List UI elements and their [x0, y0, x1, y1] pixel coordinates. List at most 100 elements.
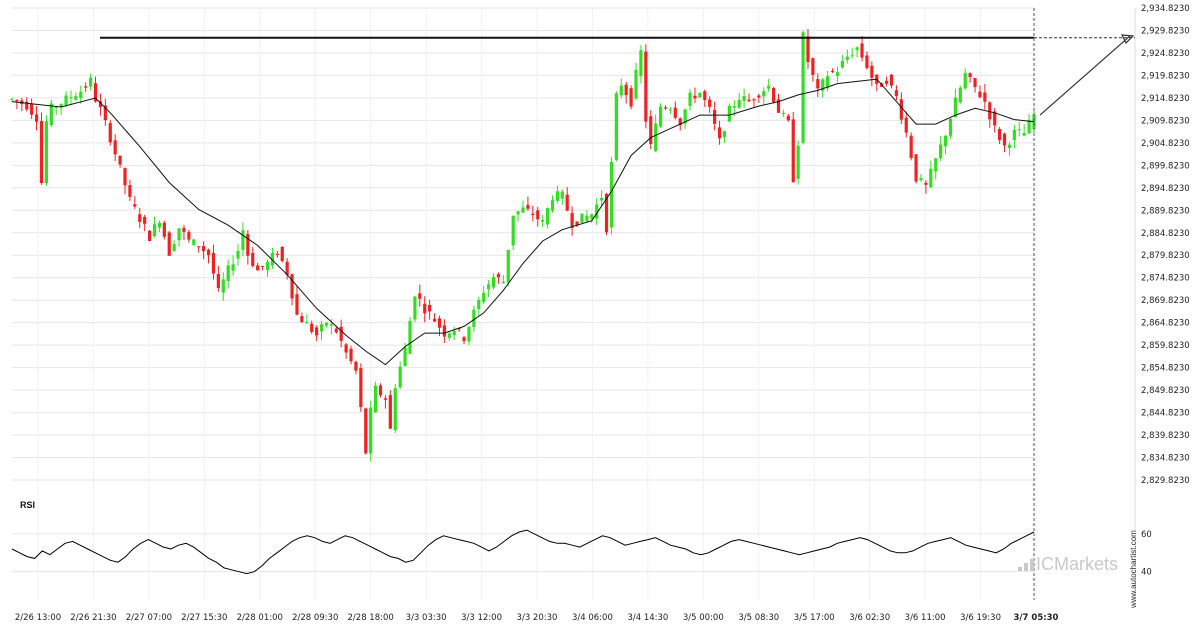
- candle-body: [221, 279, 225, 293]
- candle-body: [649, 116, 653, 145]
- y-axis-tick-label: 2,874.8230: [1141, 274, 1190, 284]
- candle-body: [147, 230, 152, 242]
- rsi-title: RSI: [20, 500, 35, 510]
- x-axis-tick-label: 3/4 06:00: [572, 613, 613, 623]
- candle-body: [595, 204, 599, 219]
- candle-body: [138, 214, 142, 222]
- candle-body: [442, 325, 446, 337]
- candle-body: [639, 50, 643, 77]
- candle-body: [472, 309, 476, 328]
- candle-body: [732, 106, 736, 108]
- candle-body: [565, 194, 569, 211]
- x-axis-tick-label: 3/5 00:00: [683, 613, 724, 623]
- candle-body: [226, 265, 230, 281]
- candle-body: [654, 123, 658, 152]
- candle-body: [978, 91, 982, 98]
- candle-body: [408, 320, 412, 354]
- candle-body: [162, 222, 166, 237]
- candle-body: [467, 326, 471, 342]
- candle-body: [113, 140, 117, 155]
- candle-body: [658, 106, 663, 127]
- candle-body: [629, 88, 633, 107]
- candle-body: [315, 327, 319, 336]
- candle-body: [801, 32, 805, 143]
- candle-body: [300, 316, 304, 323]
- candle-body: [939, 144, 943, 159]
- candle-body: [830, 71, 835, 73]
- candle-body: [216, 273, 220, 289]
- candle-body: [560, 191, 564, 199]
- projection-arrow-line: [1039, 35, 1131, 116]
- candle-body: [270, 253, 275, 266]
- candle-body: [1027, 119, 1031, 134]
- candle-body: [437, 318, 442, 328]
- candle-body: [197, 246, 201, 248]
- candle-body: [98, 101, 103, 108]
- candle-body: [280, 246, 284, 261]
- candle-body: [1012, 129, 1016, 141]
- candle-body: [609, 161, 614, 228]
- candle-body: [457, 328, 461, 330]
- candle-body: [683, 109, 687, 124]
- watermark-icon: [1030, 559, 1034, 571]
- watermark-icon: [1018, 567, 1022, 571]
- candle-body: [339, 326, 343, 341]
- y-axis-tick-label: 2,884.8230: [1141, 229, 1190, 239]
- y-axis-tick-label: 2,899.8230: [1141, 161, 1190, 171]
- candle-body: [182, 227, 186, 232]
- candle-body: [988, 102, 992, 120]
- candle-body: [948, 118, 953, 136]
- candle-body: [688, 92, 692, 107]
- rsi-tick-label: 60: [1141, 530, 1152, 540]
- y-axis-tick-label: 2,934.8230: [1141, 4, 1190, 14]
- candle-body: [722, 131, 727, 138]
- candle-body: [54, 107, 58, 109]
- candle-body: [30, 103, 34, 115]
- candle-body: [64, 95, 68, 106]
- y-axis-tick-label: 2,919.8230: [1141, 71, 1190, 81]
- x-axis-tick-label: 3/3 20:30: [517, 613, 558, 623]
- rsi-line: [11, 529, 1035, 575]
- candle-body: [285, 261, 289, 275]
- candle-body: [993, 111, 997, 126]
- candle-body: [428, 304, 432, 312]
- candle-body: [845, 56, 849, 60]
- candle-body: [909, 135, 913, 159]
- candle-body: [265, 261, 270, 271]
- candle-body: [634, 69, 638, 99]
- candle-body: [889, 74, 894, 86]
- candle-body: [526, 204, 530, 209]
- candle-body: [15, 99, 19, 102]
- y-axis-tick-label: 2,844.8230: [1141, 409, 1190, 419]
- candle-body: [1022, 132, 1026, 136]
- candle-body: [968, 73, 972, 78]
- candle-body: [34, 114, 39, 122]
- candle-body: [398, 366, 402, 388]
- candle-body: [393, 388, 397, 431]
- candle-body: [329, 324, 333, 326]
- candle-body: [604, 193, 609, 233]
- candle-body: [74, 96, 78, 100]
- y-axis-tick-label: 2,879.8230: [1141, 251, 1190, 261]
- y-axis-tick-label: 2,924.8230: [1141, 49, 1190, 59]
- candle-body: [236, 251, 240, 259]
- candle-body: [953, 97, 957, 118]
- y-axis-tick-label: 2,859.8230: [1141, 341, 1190, 351]
- y-axis-tick-label: 2,909.8230: [1141, 116, 1190, 126]
- candle-body: [260, 266, 265, 268]
- candle-body: [816, 79, 820, 89]
- candle-body: [251, 252, 255, 266]
- candle-body: [310, 323, 314, 332]
- projection-arrow-head: [1120, 34, 1135, 44]
- candle-body: [742, 95, 746, 101]
- autochartist-credit: www.autochartist.com: [1129, 530, 1138, 609]
- x-axis-tick-label: 2/28 09:30: [292, 613, 338, 623]
- candle-body: [418, 293, 422, 299]
- candle-body: [231, 264, 235, 271]
- candle-body: [482, 292, 486, 302]
- candle-body: [899, 99, 903, 120]
- candle-body: [550, 200, 555, 211]
- candle-body: [678, 118, 682, 126]
